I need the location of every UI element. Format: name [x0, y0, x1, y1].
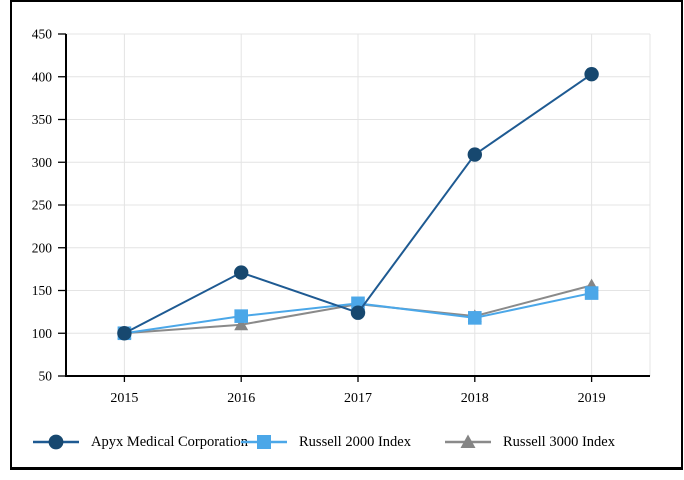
legend-item-apyx-medical: Apyx Medical Corporation	[32, 428, 248, 456]
legend-label-russell-3000: Russell 3000 Index	[503, 433, 615, 450]
square-marker	[257, 435, 271, 449]
y-tick-label: 250	[32, 198, 53, 213]
data-point-marker-1	[468, 311, 482, 325]
data-point-marker-0	[350, 305, 366, 320]
y-tick-label: 100	[32, 326, 53, 341]
y-tick-label: 300	[32, 155, 53, 170]
chart-legend: Apyx Medical Corporation Russell 2000 In…	[0, 428, 684, 456]
legend-item-russell-2000: Russell 2000 Index	[240, 428, 411, 456]
data-point-marker-2	[234, 317, 249, 331]
circle-marker-shape	[48, 434, 64, 450]
data-point-marker-0	[467, 147, 482, 162]
data-point-marker-1	[234, 309, 248, 323]
y-tick-label: 50	[39, 369, 53, 384]
data-point-marker-0	[234, 265, 249, 280]
circle-marker	[48, 434, 64, 450]
legend-item-russell-3000: Russell 3000 Index	[444, 428, 615, 456]
circle-marker-icon	[33, 434, 79, 450]
x-tick-label: 2019	[578, 391, 606, 406]
x-tick-label: 2015	[110, 391, 138, 406]
data-point-marker-0	[117, 326, 132, 341]
x-tick-label: 2017	[344, 391, 372, 406]
y-tick-label: 200	[32, 240, 53, 255]
triangle-marker	[460, 434, 476, 448]
square-marker-icon	[241, 435, 287, 449]
chart-frame-border	[10, 0, 683, 470]
x-tick-label: 2018	[461, 391, 489, 406]
data-point-marker-1	[584, 286, 599, 300]
y-tick-label: 450	[32, 27, 53, 42]
triangle-marker-shape	[460, 434, 476, 448]
legend-label-russell-2000: Russell 2000 Index	[299, 433, 411, 450]
y-tick-label: 350	[32, 112, 53, 127]
data-point-marker-0	[584, 66, 599, 82]
legend-label-apyx-medical: Apyx Medical Corporation	[91, 433, 249, 450]
x-tick-label: 2016	[227, 391, 255, 406]
y-tick-label: 400	[32, 69, 53, 84]
square-marker-shape	[257, 435, 271, 449]
triangle-marker-icon	[445, 434, 491, 448]
y-tick-label: 150	[32, 283, 53, 298]
